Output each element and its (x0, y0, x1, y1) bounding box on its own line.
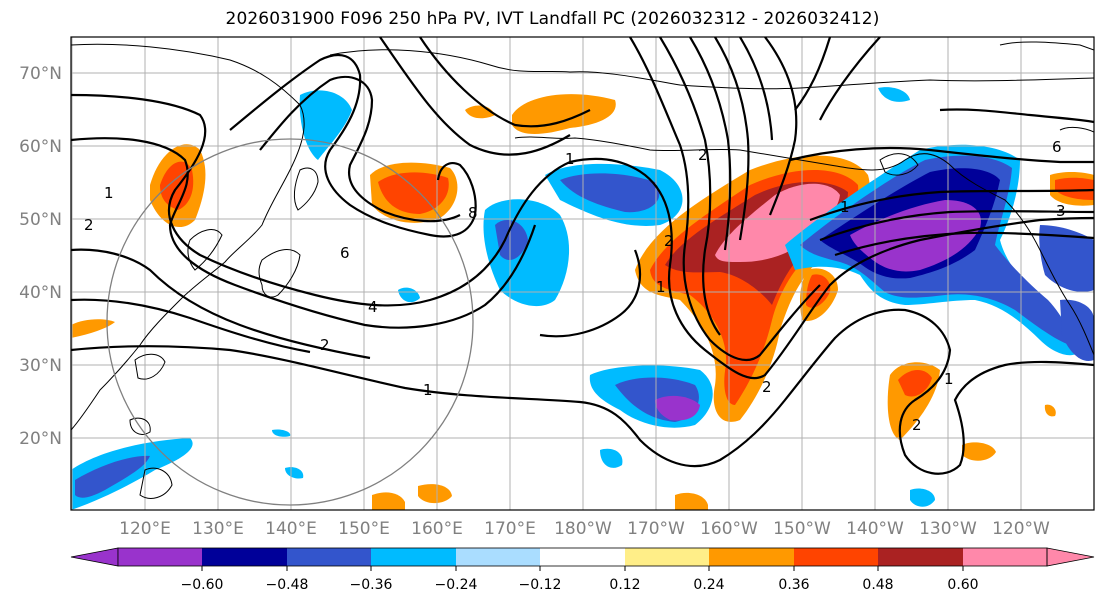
lon-label: 130°W (919, 519, 977, 539)
colorbar-segment (456, 548, 540, 566)
lon-label: 130°E (192, 519, 244, 539)
anomaly-positive (1044, 404, 1056, 417)
anomaly-negative (878, 87, 910, 102)
colorbar-segment (287, 548, 371, 566)
colorbar-segment (709, 548, 794, 566)
lon-label: 180°W (554, 519, 612, 539)
colorbar-tick-label: −0.12 (519, 577, 562, 593)
lon-label: 150°W (773, 519, 831, 539)
contour-label: 6 (1052, 138, 1062, 156)
colorbar-segment (963, 548, 1047, 566)
colorbar-tick-label: 0.24 (693, 577, 724, 593)
landfall-radius-circle (106, 138, 474, 506)
lon-label: 170°E (484, 519, 536, 539)
anomaly-positive (160, 161, 194, 210)
anomaly-negative (285, 467, 304, 479)
colorbar-segment (118, 548, 202, 566)
lat-label-20n: 20°N (19, 429, 62, 449)
lon-label: 150°E (338, 519, 390, 539)
contour-label: 1 (423, 381, 433, 399)
colorbar-frame (117, 547, 1048, 567)
coastlines (71, 41, 1094, 499)
colorbar-ticks (201, 566, 964, 571)
colorbar-tick-label: 0.12 (609, 577, 640, 593)
anomaly-negative (560, 173, 660, 213)
colorbar-segment (202, 548, 287, 566)
colorbar-tick-label: −0.48 (266, 577, 309, 593)
lon-label: 160°W (700, 519, 758, 539)
lat-label-30n: 30°N (19, 356, 62, 376)
contour-label: 2 (320, 336, 330, 354)
anomaly-positive (418, 484, 452, 504)
colorbar-tick-label: −0.24 (435, 577, 478, 593)
anomaly-negative (398, 287, 420, 303)
anomaly-negative (910, 488, 935, 507)
colorbar-tick-label: −0.60 (181, 577, 224, 593)
colorbar-extend-low (70, 547, 119, 567)
lat-label-70n: 70°N (19, 64, 62, 84)
lon-label: 120°W (992, 519, 1050, 539)
anomaly-positive (675, 492, 708, 510)
map-content: 1 2 4 6 8 1 2 1 2 6 3 1 2 2 1 1 2 (71, 37, 1094, 510)
lat-label-50n: 50°N (19, 210, 62, 230)
anomaly-negative (272, 429, 291, 437)
contour-labels: 1 2 4 6 8 1 2 1 2 6 3 1 2 2 1 1 2 (84, 138, 1066, 434)
anomaly-positive (512, 94, 616, 134)
anomaly-positive (962, 442, 996, 461)
contour-label: 1 (840, 198, 850, 216)
contour-label: 3 (1056, 202, 1066, 220)
colorbar-tick-label: −0.36 (350, 577, 393, 593)
anomaly-positive (898, 369, 932, 397)
contour-label: 2 (698, 146, 708, 164)
colorbar-segment (540, 548, 625, 566)
anomaly-negative (299, 90, 352, 160)
anomaly-negative (75, 455, 150, 498)
anomaly-positive (378, 172, 449, 214)
contour-label: 1 (565, 150, 575, 168)
pv-contours (71, 37, 1094, 475)
lon-label: 160°E (411, 519, 463, 539)
colorbar-segment (878, 548, 963, 566)
colorbar-tick-label: 0.36 (778, 577, 809, 593)
anomaly-negative (1060, 299, 1094, 361)
lon-label: 140°E (265, 519, 317, 539)
colorbar-segment (625, 548, 709, 566)
anomaly-positive (372, 492, 405, 510)
colorbar-tick-label: 0.60 (947, 577, 978, 593)
contour-label: 2 (912, 416, 922, 434)
contour-label: 1 (944, 370, 954, 388)
anomaly-negative (600, 448, 623, 468)
lon-label: 170°W (627, 519, 685, 539)
contour-label: 6 (340, 244, 350, 262)
colorbar-segment (794, 548, 878, 566)
colorbar: −0.60 −0.48 −0.36 −0.24 −0.12 0.12 0.24 … (70, 547, 1095, 593)
contour-label: 1 (656, 278, 666, 296)
anomaly-negative (495, 220, 528, 260)
latitude-axis: 70°N 60°N 50°N 40°N 30°N 20°N (19, 64, 62, 449)
colorbar-tick-label: 0.48 (862, 577, 893, 593)
lat-label-60n: 60°N (19, 137, 62, 157)
colorbar-segment (371, 548, 456, 566)
lon-label: 140°W (846, 519, 904, 539)
anomaly-negative (655, 395, 700, 421)
anomaly-negative (71, 438, 193, 510)
contour-label: 4 (368, 298, 378, 316)
contour-label: 2 (84, 216, 94, 234)
longitude-axis: 120°E 130°E 140°E 150°E 160°E 170°E 180°… (119, 519, 1050, 539)
contour-label: 2 (762, 378, 772, 396)
map-frame (70, 36, 1095, 511)
lat-label-40n: 40°N (19, 283, 62, 303)
anomaly-positive (71, 319, 115, 338)
anomaly-positive (1055, 177, 1094, 200)
contour-label: 1 (104, 184, 114, 202)
anomaly-positive (806, 274, 831, 308)
contour-label: 8 (468, 204, 478, 222)
colorbar-extend-high (1046, 547, 1095, 567)
lon-label: 120°E (119, 519, 171, 539)
contour-label: 2 (664, 232, 674, 250)
colorbar-segments (118, 548, 1047, 566)
map-title: 2026031900 F096 250 hPa PV, IVT Landfall… (225, 9, 880, 29)
anomaly-positive (715, 183, 840, 262)
